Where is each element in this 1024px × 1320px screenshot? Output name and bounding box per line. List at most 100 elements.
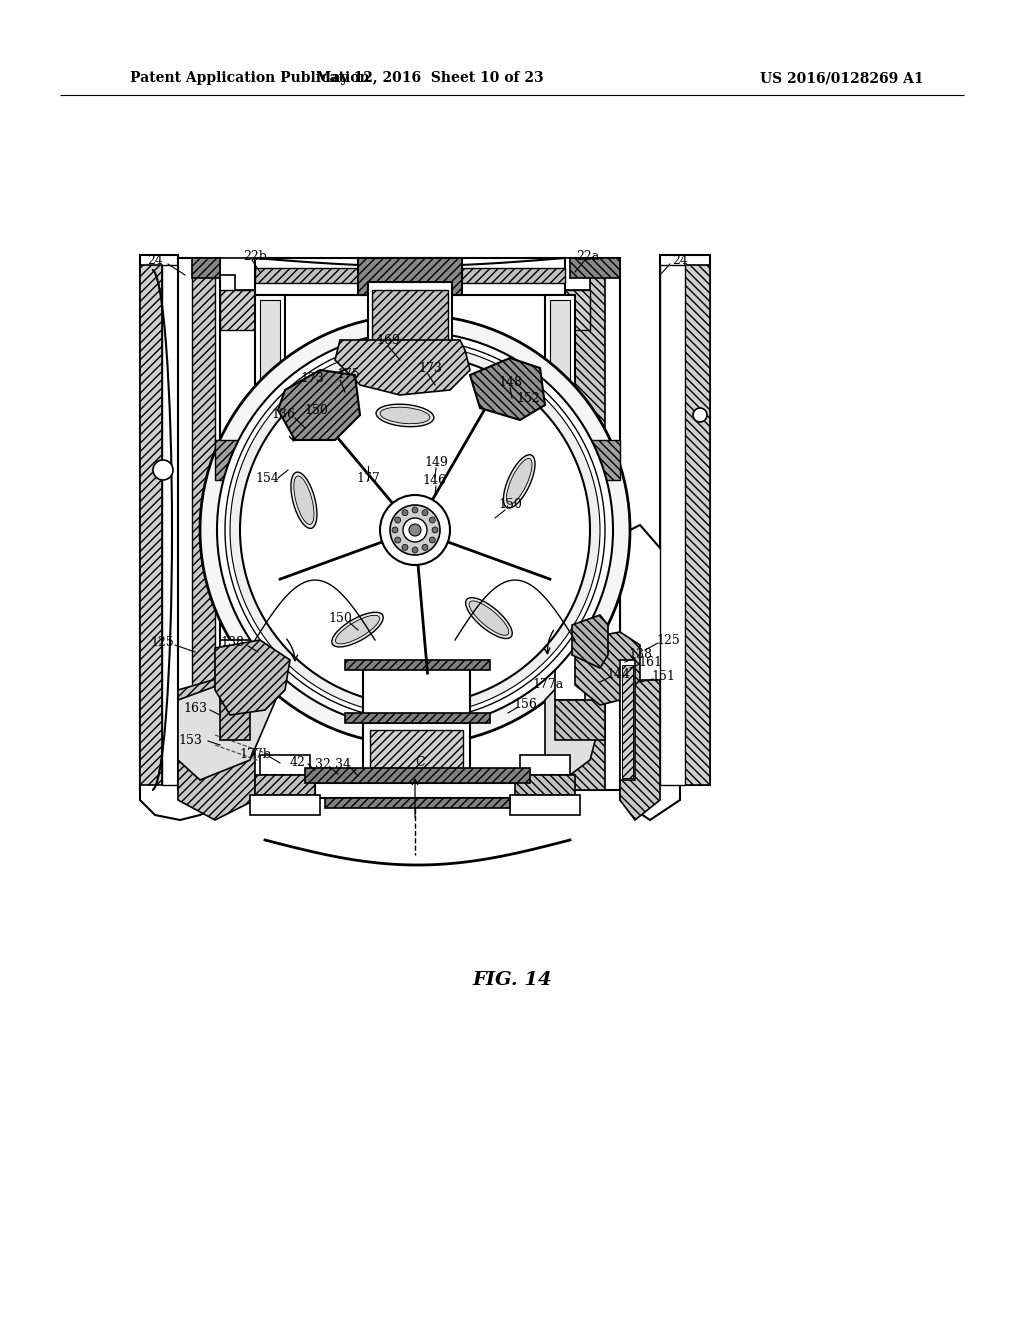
Circle shape — [200, 315, 630, 744]
Circle shape — [412, 507, 418, 513]
Text: 156: 156 — [513, 697, 537, 710]
Text: 125: 125 — [656, 634, 680, 647]
Text: 149: 149 — [424, 455, 447, 469]
Polygon shape — [575, 632, 640, 705]
Text: 32: 32 — [315, 758, 331, 771]
Text: FIG. 14: FIG. 14 — [472, 972, 552, 989]
Circle shape — [429, 537, 435, 543]
Polygon shape — [555, 640, 615, 700]
Text: 177: 177 — [356, 471, 380, 484]
Polygon shape — [220, 640, 270, 700]
Polygon shape — [255, 775, 315, 795]
Polygon shape — [570, 265, 605, 789]
Polygon shape — [345, 713, 490, 723]
Text: 153: 153 — [178, 734, 202, 747]
Text: 152: 152 — [516, 392, 540, 404]
Polygon shape — [220, 290, 255, 330]
Ellipse shape — [380, 407, 430, 424]
Circle shape — [403, 517, 427, 543]
Ellipse shape — [294, 477, 314, 524]
Polygon shape — [193, 265, 215, 789]
Polygon shape — [510, 795, 580, 814]
Ellipse shape — [504, 454, 535, 508]
Circle shape — [380, 495, 450, 565]
Polygon shape — [220, 700, 250, 741]
Polygon shape — [555, 700, 605, 741]
Circle shape — [402, 510, 408, 516]
Circle shape — [394, 537, 400, 543]
Circle shape — [390, 506, 440, 554]
Text: 144: 144 — [606, 668, 630, 681]
Polygon shape — [570, 257, 620, 279]
Polygon shape — [315, 783, 520, 799]
Circle shape — [217, 333, 613, 729]
Text: 177a: 177a — [532, 678, 563, 692]
Text: 154: 154 — [255, 471, 279, 484]
Circle shape — [409, 524, 421, 536]
Polygon shape — [362, 665, 470, 715]
Text: 163: 163 — [183, 701, 207, 714]
Polygon shape — [255, 268, 565, 282]
Text: 125: 125 — [151, 636, 174, 649]
Polygon shape — [550, 290, 590, 330]
Text: US 2016/0128269 A1: US 2016/0128269 A1 — [760, 71, 924, 84]
Circle shape — [693, 408, 707, 422]
Polygon shape — [622, 665, 633, 777]
Ellipse shape — [336, 615, 380, 644]
Text: 138: 138 — [628, 648, 652, 661]
Polygon shape — [325, 799, 510, 808]
Polygon shape — [620, 660, 635, 780]
Polygon shape — [140, 265, 162, 785]
Polygon shape — [178, 668, 255, 820]
Ellipse shape — [466, 598, 512, 639]
Text: 136: 136 — [271, 408, 295, 421]
Ellipse shape — [469, 601, 509, 635]
Polygon shape — [305, 768, 530, 783]
Polygon shape — [345, 660, 490, 671]
Circle shape — [153, 459, 173, 480]
Text: Patent Application Publication: Patent Application Publication — [130, 71, 370, 84]
Polygon shape — [545, 294, 575, 660]
Circle shape — [429, 517, 435, 523]
Polygon shape — [162, 265, 178, 785]
Text: 150: 150 — [304, 404, 328, 417]
Circle shape — [422, 544, 428, 550]
Polygon shape — [178, 671, 280, 780]
Text: 146: 146 — [422, 474, 446, 487]
Polygon shape — [140, 535, 220, 820]
Circle shape — [422, 510, 428, 516]
Text: 42: 42 — [290, 755, 306, 768]
Text: 24: 24 — [147, 253, 163, 267]
Ellipse shape — [376, 404, 434, 426]
Text: 138: 138 — [220, 636, 244, 649]
Text: 161: 161 — [638, 656, 662, 668]
Text: 175: 175 — [336, 368, 359, 381]
Text: 24: 24 — [672, 253, 688, 267]
Text: 169: 169 — [376, 334, 400, 346]
Polygon shape — [220, 257, 255, 290]
Circle shape — [402, 544, 408, 550]
Polygon shape — [620, 525, 680, 820]
Circle shape — [230, 345, 600, 715]
Polygon shape — [255, 294, 285, 680]
Polygon shape — [358, 257, 462, 294]
Polygon shape — [370, 730, 463, 768]
Polygon shape — [660, 255, 710, 785]
Polygon shape — [470, 358, 545, 420]
Text: 22a: 22a — [577, 249, 600, 263]
Polygon shape — [278, 370, 360, 440]
Circle shape — [432, 527, 438, 533]
Circle shape — [392, 527, 398, 533]
Circle shape — [240, 355, 590, 705]
Polygon shape — [140, 255, 178, 789]
Polygon shape — [335, 341, 470, 395]
Circle shape — [412, 546, 418, 553]
Text: 173: 173 — [300, 371, 324, 384]
Text: 173: 173 — [418, 362, 442, 375]
Polygon shape — [178, 257, 220, 789]
Polygon shape — [515, 775, 575, 795]
Polygon shape — [193, 257, 220, 279]
Text: C: C — [415, 755, 425, 768]
Polygon shape — [260, 300, 280, 675]
Polygon shape — [572, 615, 608, 668]
